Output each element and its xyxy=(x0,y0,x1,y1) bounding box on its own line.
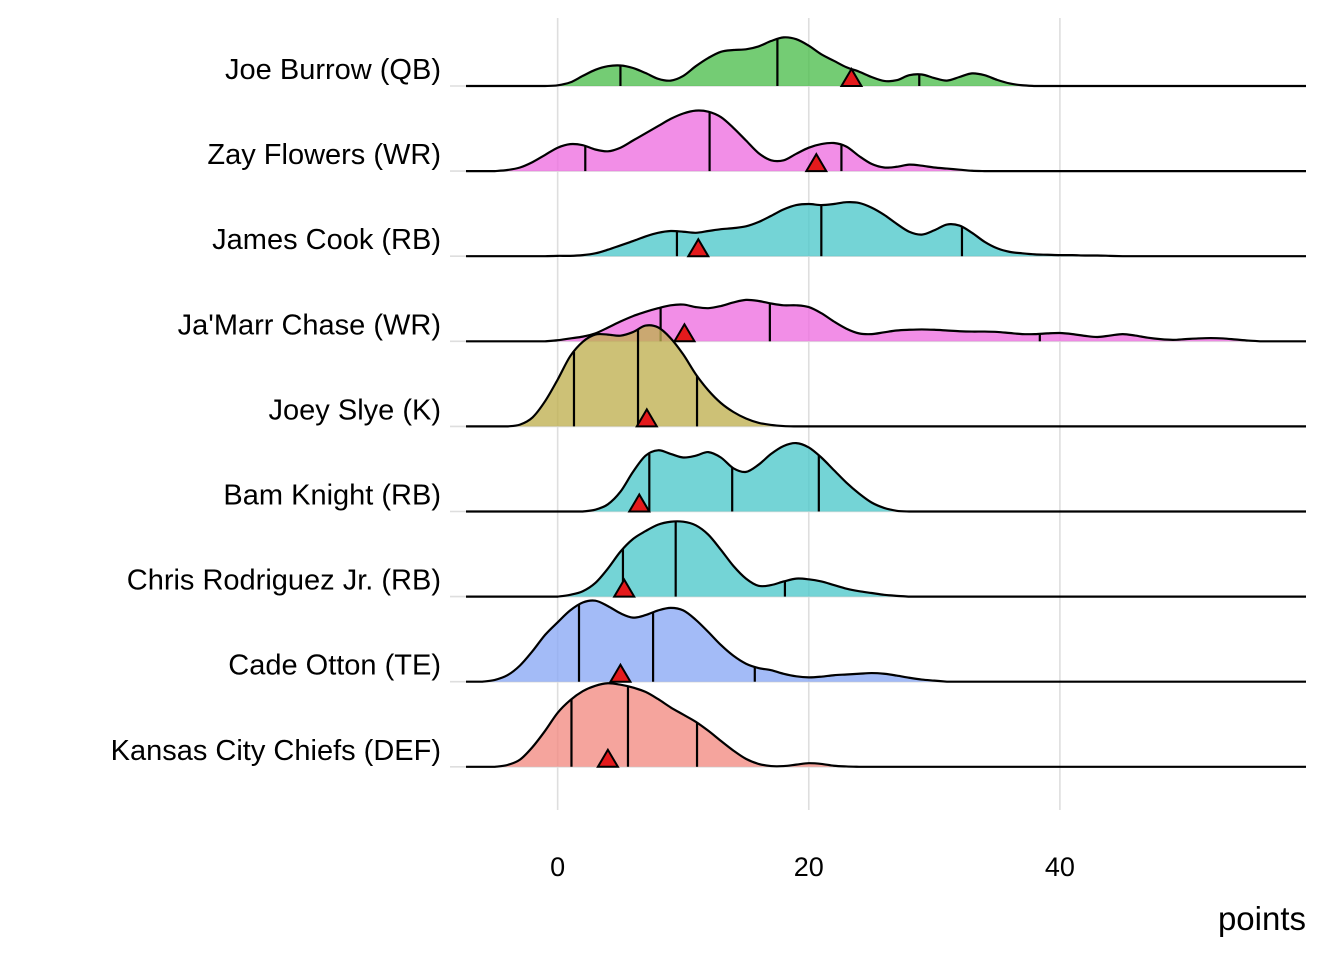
ridge-outline xyxy=(466,682,1306,768)
ridge-group xyxy=(466,599,1306,683)
y-axis-label: Joey Slye (K) xyxy=(269,394,441,426)
x-tick-label: 20 xyxy=(794,852,824,882)
ridge-group xyxy=(466,682,1306,768)
x-axis-ticks: 0 20 40 xyxy=(550,852,1075,882)
ridge-area xyxy=(545,299,1261,342)
ridge-outline xyxy=(466,599,1306,683)
ridge-group xyxy=(466,324,1306,428)
y-axis-label: James Cook (RB) xyxy=(212,224,441,256)
marker-triangle xyxy=(627,492,652,513)
ridge-area xyxy=(494,110,985,172)
ridge-group xyxy=(466,441,1306,513)
marker-triangle xyxy=(635,407,659,428)
y-axis-label: Kansas City Chiefs (DEF) xyxy=(111,735,441,767)
ridge-outline xyxy=(466,520,1306,598)
ridge-area xyxy=(494,683,859,767)
y-axis-label: Chris Rodriguez Jr. (RB) xyxy=(127,565,441,597)
marker-triangle xyxy=(686,237,711,258)
ridge-area xyxy=(545,202,1123,257)
marker-triangle xyxy=(839,67,864,87)
y-axis-labels: Joe Burrow (QB) Zay Flowers (WR) James Coo… xyxy=(111,54,441,767)
ridge-area xyxy=(557,521,910,597)
y-axis-label: Ja'Marr Chase (WR) xyxy=(178,309,441,341)
ridge-group xyxy=(466,520,1306,598)
ridge-group xyxy=(466,201,1306,258)
marker-triangle xyxy=(608,662,633,683)
ridge-outline xyxy=(466,109,1306,173)
ridge-area xyxy=(545,37,1035,86)
x-tick-label: 0 xyxy=(550,852,565,882)
ridge-group xyxy=(466,109,1306,173)
y-axis-label: Bam Knight (RB) xyxy=(223,480,441,512)
ridge-outline xyxy=(466,298,1306,343)
ridge-area xyxy=(507,325,797,427)
marker-triangle xyxy=(672,322,697,343)
y-axis-label: Zay Flowers (WR) xyxy=(207,139,441,171)
ridge-group xyxy=(466,36,1306,88)
ridge-area xyxy=(582,443,910,512)
x-tick-label: 40 xyxy=(1045,852,1075,882)
y-axis-label: Cade Otton (TE) xyxy=(228,650,441,682)
x-axis-title: points xyxy=(1218,900,1306,937)
density-ridges xyxy=(466,36,1306,768)
marker-triangle xyxy=(804,152,829,173)
ridge-area xyxy=(482,600,947,682)
y-axis-label: Joe Burrow (QB) xyxy=(225,54,441,86)
ridge-outline xyxy=(466,201,1306,258)
marker-triangle xyxy=(612,577,636,598)
marker-triangle xyxy=(596,747,620,768)
ridge-outline xyxy=(466,324,1306,428)
ridge-outline xyxy=(466,441,1306,513)
ridge-outline xyxy=(466,36,1306,88)
